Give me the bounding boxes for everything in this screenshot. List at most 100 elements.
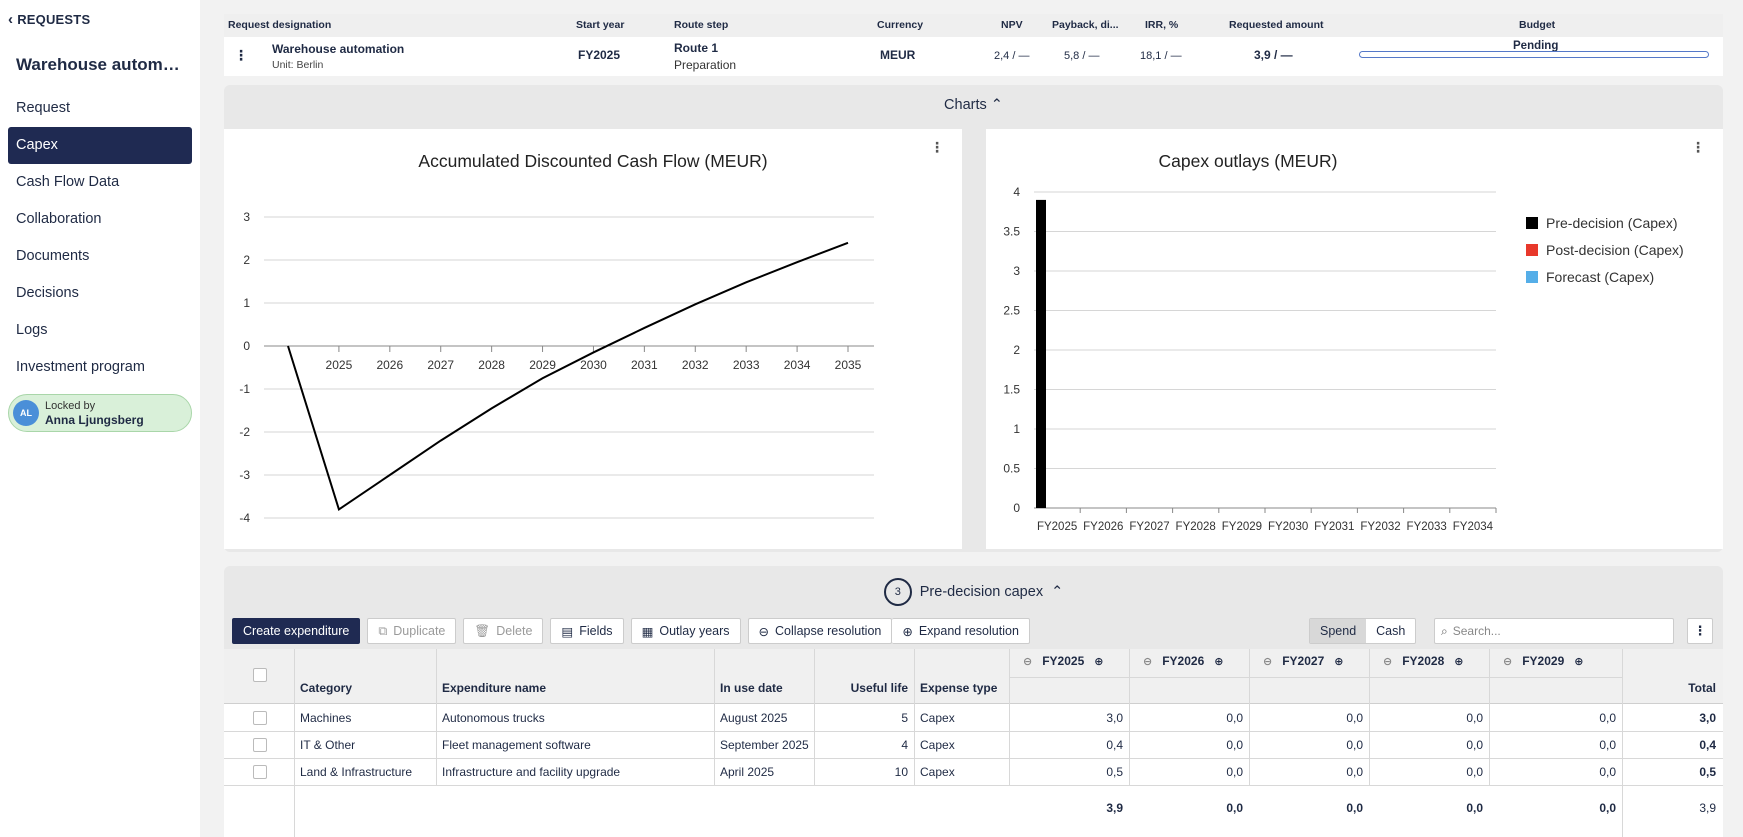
cell-category[interactable]: Machines — [300, 711, 352, 725]
duplicate-label: Duplicate — [393, 624, 446, 638]
sidebar-item-logs[interactable]: Logs — [16, 322, 48, 338]
cell-fy2028[interactable]: 0,0 — [1466, 765, 1483, 779]
chart-menu-icon[interactable]: ⋮ — [930, 139, 944, 155]
legend-item-forecast[interactable]: Forecast (Capex) — [1526, 263, 1684, 290]
duplicate-button[interactable]: ⧉ Duplicate — [367, 618, 457, 644]
col-payback: Payback, di... — [1052, 19, 1119, 31]
delete-button[interactable]: 🗑 Delete — [463, 618, 544, 644]
zoom-in-icon[interactable]: ⊕ — [1574, 655, 1584, 668]
cell-fy2026[interactable]: 0,0 — [1226, 711, 1243, 725]
collapse-resolution-button[interactable]: ⊖ Collapse resolution — [747, 618, 893, 644]
zoom-in-icon: ⊕ — [902, 624, 913, 639]
row-menu-icon[interactable]: ⋮ — [234, 47, 248, 63]
row-checkbox[interactable] — [253, 738, 267, 752]
zoom-out-icon[interactable]: ⊖ — [1503, 655, 1513, 668]
cell-expense-type[interactable]: Capex — [920, 765, 955, 779]
legend-label: Post-decision (Capex) — [1546, 241, 1684, 258]
sidebar-item-request[interactable]: Request — [16, 100, 71, 116]
fields-button[interactable]: ▤ Fields — [550, 618, 624, 644]
zoom-in-icon[interactable]: ⊕ — [1214, 655, 1224, 668]
fields-label: Fields — [579, 624, 613, 638]
header-in-use-date[interactable]: In use date — [720, 681, 783, 695]
zoom-out-icon[interactable]: ⊖ — [1383, 655, 1393, 668]
cell-fy2029[interactable]: 0,0 — [1599, 738, 1616, 752]
header-useful-life[interactable]: Useful life — [850, 681, 908, 695]
zoom-out-icon[interactable]: ⊖ — [1143, 655, 1153, 668]
spend-toggle-option[interactable]: Spend — [1310, 619, 1367, 643]
sidebar-item-cash-flow-data[interactable]: Cash Flow Data — [16, 174, 120, 190]
cash-toggle-option[interactable]: Cash — [1366, 619, 1416, 643]
charts-toggle[interactable]: Charts ⌃ — [224, 97, 1723, 113]
cell-in-use-date[interactable]: April 2025 — [720, 765, 775, 779]
charts-section: Charts ⌃ ⋮ Accumulated Discounted Cash F… — [224, 85, 1723, 552]
header-fy2028: ⊖ FY2028 ⊕ — [1383, 654, 1463, 668]
search-input[interactable] — [1452, 624, 1653, 638]
create-expenditure-button[interactable]: Create expenditure — [232, 618, 361, 644]
cell-fy2028[interactable]: 0,0 — [1466, 738, 1483, 752]
zoom-in-icon[interactable]: ⊕ — [1334, 655, 1344, 668]
x-tick-label: 2035 — [835, 358, 862, 372]
select-all-checkbox[interactable] — [253, 668, 267, 682]
y-tick-label: 0 — [243, 339, 250, 353]
cell-fy2025[interactable]: 0,4 — [1106, 738, 1123, 752]
cell-fy2029[interactable]: 0,0 — [1599, 765, 1616, 779]
header-expenditure-name[interactable]: Expenditure name — [442, 681, 547, 695]
chart-menu-icon[interactable]: ⋮ — [1691, 139, 1705, 155]
request-unit: Unit: Berlin — [272, 59, 324, 71]
zoom-in-icon[interactable]: ⊕ — [1454, 655, 1464, 668]
payback-value: 5,8 / — — [1064, 50, 1100, 62]
cell-in-use-date[interactable]: September 2025 — [720, 738, 809, 752]
cell-useful-life[interactable]: 10 — [894, 765, 908, 779]
fy-label: FY2027 — [1282, 654, 1325, 668]
cell-fy2025[interactable]: 0,5 — [1106, 765, 1123, 779]
cell-fy2026[interactable]: 0,0 — [1226, 738, 1243, 752]
sidebar-nav: Request Capex Cash Flow Data Collaborati… — [8, 90, 192, 386]
cell-fy2026[interactable]: 0,0 — [1226, 765, 1243, 779]
capex-toolbar: Create expenditure ⧉ Duplicate 🗑 Delete ▤ F… — [232, 618, 1030, 644]
cell-expenditure-name[interactable]: Infrastructure and facility upgrade — [442, 765, 621, 779]
header-category[interactable]: Category — [300, 681, 353, 695]
row-checkbox[interactable] — [253, 711, 267, 725]
zoom-out-icon[interactable]: ⊖ — [1263, 655, 1273, 668]
cell-in-use-date[interactable]: August 2025 — [720, 711, 788, 725]
cell-useful-life[interactable]: 5 — [901, 711, 908, 725]
cell-fy2027[interactable]: 0,0 — [1346, 738, 1363, 752]
x-tick-label: FY2032 — [1360, 521, 1400, 533]
outlay-years-button[interactable]: ▦ Outlay years — [630, 618, 741, 644]
request-title: Warehouse automation — [16, 55, 188, 74]
grid-menu-button[interactable]: ⋮ — [1687, 618, 1713, 644]
cell-useful-life[interactable]: 4 — [901, 738, 908, 752]
legend-item-post-decision[interactable]: Post-decision (Capex) — [1526, 236, 1684, 263]
cell-fy2028[interactable]: 0,0 — [1466, 711, 1483, 725]
cell-fy2027[interactable]: 0,0 — [1346, 765, 1363, 779]
sidebar-item-decisions[interactable]: Decisions — [16, 285, 79, 301]
total-fy2026: 0,0 — [1226, 801, 1243, 815]
header-total[interactable]: Total — [1688, 681, 1716, 695]
cell-expenditure-name[interactable]: Fleet management software — [442, 738, 591, 752]
cell-fy2025[interactable]: 3,0 — [1106, 711, 1123, 725]
pre-decision-capex-toggle[interactable]: 3 Pre-decision capex ⌃ — [224, 578, 1723, 606]
back-to-requests-link[interactable]: ‹ REQUESTS — [8, 11, 90, 28]
columns-icon: ▤ — [561, 624, 574, 639]
expand-resolution-button[interactable]: ⊕ Expand resolution — [892, 618, 1030, 644]
x-tick-label: 2027 — [427, 358, 454, 372]
cell-expense-type[interactable]: Capex — [920, 738, 955, 752]
row-checkbox[interactable] — [253, 765, 267, 779]
sidebar-item-documents[interactable]: Documents — [16, 248, 90, 264]
cell-category[interactable]: IT & Other — [300, 738, 356, 752]
cell-expense-type[interactable]: Capex — [920, 711, 955, 725]
copy-icon: ⧉ — [378, 623, 388, 638]
trash-icon: 🗑 — [474, 623, 491, 638]
sidebar-item-investment-program[interactable]: Investment program — [16, 359, 145, 375]
zoom-out-icon[interactable]: ⊖ — [1023, 655, 1033, 668]
cell-expenditure-name[interactable]: Autonomous trucks — [442, 711, 545, 725]
cell-fy2029[interactable]: 0,0 — [1599, 711, 1616, 725]
legend-item-pre-decision[interactable]: Pre-decision (Capex) — [1526, 209, 1684, 236]
header-fy2027: ⊖ FY2027 ⊕ — [1263, 654, 1343, 668]
zoom-in-icon[interactable]: ⊕ — [1094, 655, 1104, 668]
header-expense-type[interactable]: Expense type — [920, 681, 998, 695]
sidebar-item-capex[interactable]: Capex — [8, 127, 192, 164]
sidebar-item-collaboration[interactable]: Collaboration — [16, 211, 102, 227]
cell-fy2027[interactable]: 0,0 — [1346, 711, 1363, 725]
cell-category[interactable]: Land & Infrastructure — [300, 765, 413, 779]
